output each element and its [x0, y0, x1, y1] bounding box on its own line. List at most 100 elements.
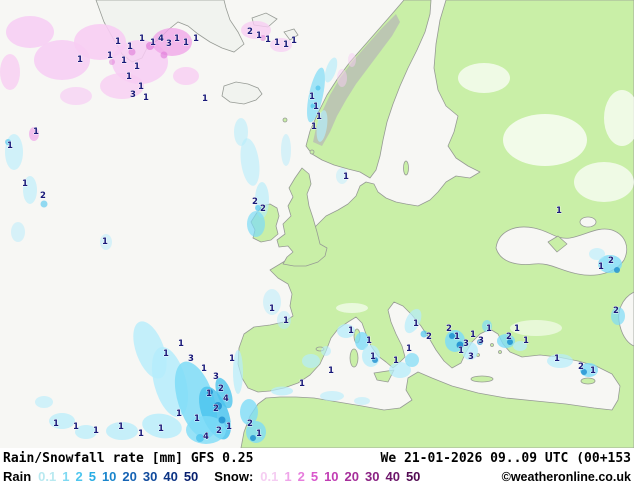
precip-value-label: 2: [40, 191, 46, 201]
inland-seas-layer: [495, 216, 634, 347]
precip-value-label: 3: [213, 372, 219, 382]
precip-value-label: 3: [130, 90, 136, 100]
rain-scale: 0.1 1 2 5 10 20 30 40 50: [38, 469, 204, 484]
rain-scale-value: 20: [122, 469, 137, 484]
precip-value-label: 1: [206, 389, 212, 399]
precip-value-label: 1: [143, 93, 149, 103]
rain-scale-value: 10: [101, 469, 117, 484]
precip-value-label: 1: [256, 429, 262, 439]
copyright-text: ©weatheronline.co.uk: [501, 470, 631, 484]
precip-value-label: 1: [150, 38, 156, 48]
precip-value-label: 3: [468, 352, 474, 362]
precip-value-label: 1: [554, 354, 560, 364]
precip-value-label: 1: [348, 326, 354, 336]
shetland-islands: [309, 149, 315, 155]
rain-scale-value: 40: [163, 469, 178, 484]
precip-value-label: 1: [193, 34, 199, 44]
precip-value-label: 1: [134, 62, 140, 72]
sicily: [373, 369, 395, 383]
precip-value-label: 1: [107, 51, 113, 61]
rain-scale-value: 30: [142, 469, 158, 484]
precip-value-label: 1: [7, 141, 13, 151]
map-datetime: We 21-01-2026 09..09 UTC (00+153: [380, 451, 631, 466]
black-sea: [495, 226, 628, 276]
precip-value-label: 1: [126, 72, 132, 82]
aegean-island: [498, 350, 502, 354]
precip-value-label: 1: [73, 422, 79, 432]
snow-legend-label: Snow:: [214, 469, 254, 484]
precip-value-label: 1: [514, 324, 520, 334]
precip-value-label: 1: [274, 38, 280, 48]
rain-scale-value: 0.1: [38, 469, 57, 484]
precip-value-label: 1: [139, 34, 145, 44]
precip-value-label: 1: [226, 422, 232, 432]
precip-value-label: 2: [446, 324, 452, 334]
sardinia: [349, 348, 359, 368]
precip-value-label: 1: [393, 356, 399, 366]
land-layer: [95, 0, 634, 448]
precip-value-label: 1: [458, 346, 464, 356]
crimea: [547, 235, 568, 253]
precip-value-label: 1: [370, 352, 376, 362]
precip-value-label: 1: [556, 206, 562, 216]
precip-value-label: 1: [313, 102, 319, 112]
caption-bar: Rain/Snowfall rate [mm] GFS 0.25 We 21-0…: [0, 448, 634, 490]
precip-value-label: 1: [343, 172, 349, 182]
precip-value-label: 1: [256, 31, 262, 41]
precip-value-label: 1: [138, 429, 144, 439]
precip-value-label: 1: [118, 422, 124, 432]
precip-value-label: 1: [454, 332, 460, 342]
precip-value-label: 1: [33, 127, 39, 137]
precip-value-label: 2: [613, 306, 619, 316]
rain-scale-value: 5: [88, 469, 96, 484]
precip-value-label: 4: [203, 432, 209, 442]
snow-scale-value: 2: [297, 469, 305, 484]
snow-scale-value: 5: [310, 469, 319, 484]
cyprus: [580, 377, 596, 385]
precip-value-label: 1: [291, 36, 297, 46]
precip-value-label: 1: [194, 414, 200, 424]
precip-value-label: 1: [316, 112, 322, 122]
precip-value-label: 3: [478, 336, 484, 346]
precip-value-label: 1: [53, 419, 59, 429]
faroe-islands: [282, 117, 288, 123]
precip-value-label: 1: [115, 37, 121, 47]
precip-value-label: 1: [93, 426, 99, 436]
map-title: Rain/Snowfall rate [mm] GFS 0.25: [3, 451, 254, 466]
precip-value-label: 3: [166, 39, 172, 49]
snow-scale-value: 50: [405, 469, 421, 484]
precip-value-label: 2: [260, 204, 266, 214]
snow-scale-value: 0.1: [260, 469, 279, 484]
precip-value-label: 1: [163, 349, 169, 359]
rain-scale-value: 1: [62, 469, 70, 484]
precip-value-label: 1: [311, 122, 317, 132]
gotland: [403, 160, 409, 176]
precip-value-label: 1: [366, 336, 372, 346]
precip-value-label: 1: [201, 364, 207, 374]
precip-value-label: 3: [463, 339, 469, 349]
precip-value-label: 2: [218, 384, 224, 394]
sea-of-azov: [579, 216, 597, 228]
iceland-island: [221, 81, 263, 105]
precip-value-label: 2: [578, 362, 584, 372]
precip-value-label: 1: [309, 92, 315, 102]
crete: [470, 375, 494, 383]
snow-scale-value: 40: [385, 469, 400, 484]
precip-value-label: 1: [158, 424, 164, 434]
precip-value-label: 1: [470, 330, 476, 340]
land-snowcover-layer: [336, 63, 634, 336]
precip-value-label: 1: [77, 55, 83, 65]
precip-value-label: 1: [178, 339, 184, 349]
precip-value-label: 1: [121, 56, 127, 66]
precip-value-label: 1: [406, 344, 412, 354]
precip-value-label: 2: [213, 404, 219, 414]
norway-mountains: [313, 14, 400, 146]
aegean-island-2: [490, 343, 494, 347]
precip-value-label: 1: [299, 379, 305, 389]
precip-value-label: 2: [252, 197, 258, 207]
precip-value-label: 3: [188, 354, 194, 364]
precip-value-label: 1: [229, 354, 235, 364]
snow-precipitation-layer: [0, 16, 356, 141]
